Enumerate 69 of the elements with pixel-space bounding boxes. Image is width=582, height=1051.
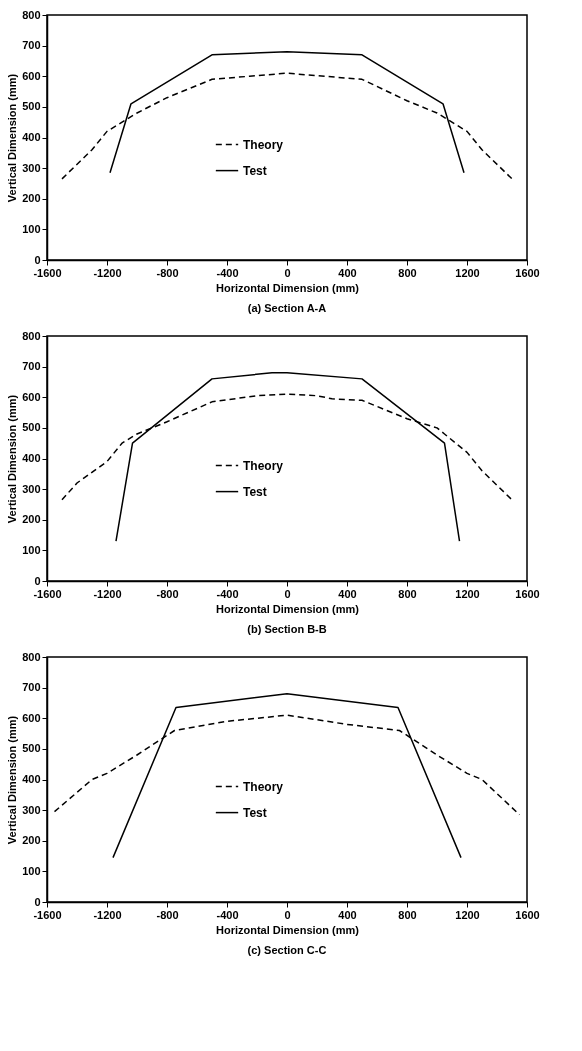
- x-tick-label: 0: [284, 908, 291, 921]
- legend-label: Test: [243, 163, 267, 178]
- x-tick-label: -1200: [93, 266, 122, 279]
- y-tick-label: 100: [22, 543, 41, 556]
- x-tick-label: -1200: [93, 908, 122, 921]
- y-tick-label: 300: [22, 161, 41, 174]
- y-tick-label: 600: [22, 390, 41, 403]
- y-tick-label: 200: [22, 513, 41, 526]
- y-tick-label: 600: [22, 711, 41, 724]
- x-tick-label: -400: [216, 587, 239, 600]
- x-tick-label: -400: [216, 266, 239, 279]
- x-tick-label: -800: [156, 266, 179, 279]
- x-tick-label: -400: [216, 908, 239, 921]
- x-axis-title: Horizontal Dimension (mm): [215, 923, 360, 936]
- x-tick-label: 400: [338, 587, 357, 600]
- y-tick-label: 800: [22, 650, 41, 663]
- y-tick-label: 0: [34, 574, 41, 587]
- legend-label: Test: [243, 805, 267, 820]
- text: (a) Section A-A: [247, 302, 327, 314]
- y-tick-label: 0: [34, 895, 41, 908]
- y-tick-label: 500: [22, 742, 41, 755]
- legend-label: Theory: [243, 779, 284, 794]
- y-tick-label: 500: [22, 100, 41, 113]
- y-tick-label: 300: [22, 482, 41, 495]
- x-axis-title: Horizontal Dimension (mm): [215, 281, 360, 294]
- x-tick-label: -800: [156, 908, 179, 921]
- y-tick-label: 0: [34, 253, 41, 266]
- legend-label: Theory: [243, 137, 284, 152]
- x-tick-label: 400: [338, 908, 357, 921]
- legend-label: Theory: [243, 458, 284, 473]
- y-tick-label: 100: [22, 222, 41, 235]
- y-tick-label: 400: [22, 452, 41, 464]
- x-tick-label: -800: [156, 587, 179, 600]
- y-tick-label: 300: [22, 803, 41, 816]
- y-tick-label: 100: [22, 864, 41, 877]
- x-tick-label: 1600: [515, 587, 540, 600]
- x-tick-label: -1600: [33, 587, 62, 600]
- y-tick-label: 800: [22, 8, 41, 21]
- x-tick-label: 1200: [455, 266, 480, 279]
- y-axis-title: Vertical Dimension (mm): [6, 73, 19, 203]
- x-tick-label: -1600: [33, 908, 62, 921]
- y-tick-label: 800: [22, 329, 41, 342]
- y-tick-label: 700: [22, 681, 41, 694]
- text: (c) Section C-C: [247, 944, 327, 956]
- x-tick-label: 1200: [455, 587, 480, 600]
- x-axis-title: Horizontal Dimension (mm): [215, 602, 360, 615]
- x-tick-label: 1200: [455, 908, 480, 921]
- x-tick-label: 0: [284, 587, 291, 600]
- x-tick-label: 800: [398, 266, 417, 279]
- y-tick-label: 600: [22, 69, 41, 82]
- x-tick-label: 800: [398, 587, 417, 600]
- x-tick-label: -1200: [93, 587, 122, 600]
- y-tick-label: 400: [22, 131, 41, 143]
- y-tick-label: 400: [22, 773, 41, 785]
- y-axis-title: Vertical Dimension (mm): [6, 715, 19, 845]
- y-tick-label: 200: [22, 834, 41, 847]
- y-tick-label: 200: [22, 192, 41, 205]
- x-tick-label: -1600: [33, 266, 62, 279]
- x-tick-label: 0: [284, 266, 291, 279]
- x-tick-label: 1600: [515, 266, 540, 279]
- legend-label: Test: [243, 484, 267, 499]
- x-tick-label: 1600: [515, 908, 540, 921]
- x-tick-label: 400: [338, 266, 357, 279]
- text: (b) Section B-B: [247, 623, 327, 635]
- y-tick-label: 700: [22, 39, 41, 52]
- y-axis-title: Vertical Dimension (mm): [6, 394, 19, 524]
- y-tick-label: 700: [22, 360, 41, 373]
- y-tick-label: 500: [22, 421, 41, 434]
- x-tick-label: 800: [398, 908, 417, 921]
